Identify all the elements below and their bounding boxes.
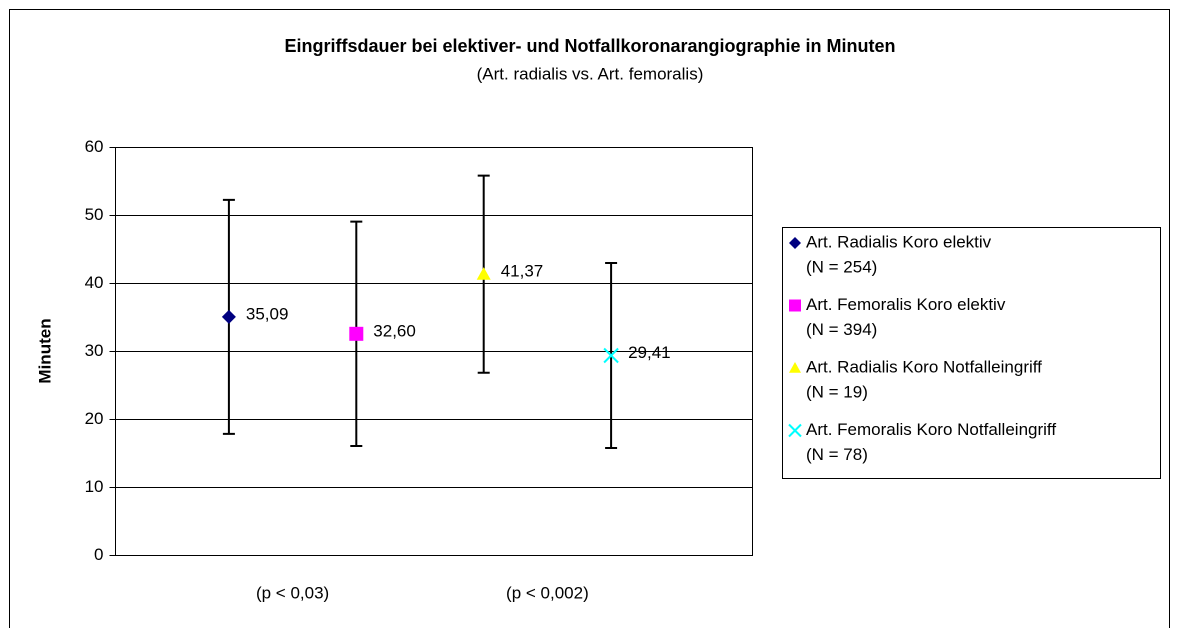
chart-subtitle: (Art. radialis vs. Art. femoralis) <box>477 64 704 83</box>
chart-title: Eingriffsdauer bei elektiver- und Notfal… <box>284 36 895 56</box>
legend-count: (N = 254) <box>806 257 877 276</box>
y-tick-label: 0 <box>94 545 103 564</box>
plot-border <box>115 147 753 556</box>
y-tick-label: 60 <box>85 137 104 156</box>
legend-marker <box>788 423 802 438</box>
legend-count: (N = 78) <box>806 445 868 464</box>
marker <box>476 267 491 280</box>
y-tick-label: 50 <box>85 205 104 224</box>
annotation: (p < 0,002) <box>506 583 589 602</box>
legend-count: (N = 19) <box>806 382 868 401</box>
data-label: 29,41 <box>628 343 671 362</box>
legend-label: Art. Femoralis Koro elektiv <box>806 295 1006 314</box>
marker <box>349 326 364 341</box>
legend-marker <box>789 362 801 373</box>
y-tick-label: 10 <box>85 477 104 496</box>
data-label: 41,37 <box>501 262 544 281</box>
legend-count: (N = 394) <box>806 320 877 339</box>
legend-marker <box>789 237 801 249</box>
data-label: 32,60 <box>373 321 416 340</box>
legend-marker <box>789 299 801 312</box>
marker <box>603 347 619 364</box>
legend-label: Art. Femoralis Koro Notfalleingriff <box>806 420 1056 439</box>
marker <box>221 309 236 324</box>
y-axis-label: Minuten <box>35 318 54 383</box>
legend-label: Art. Radialis Koro elektiv <box>806 232 992 251</box>
y-tick-label: 20 <box>85 409 104 428</box>
legend-label: Art. Radialis Koro Notfalleingriff <box>806 357 1042 376</box>
y-tick-label: 30 <box>85 341 104 360</box>
data-label: 35,09 <box>246 304 289 323</box>
y-tick-label: 40 <box>85 273 104 292</box>
legend-box <box>782 227 1161 479</box>
annotation: (p < 0,03) <box>256 583 329 602</box>
